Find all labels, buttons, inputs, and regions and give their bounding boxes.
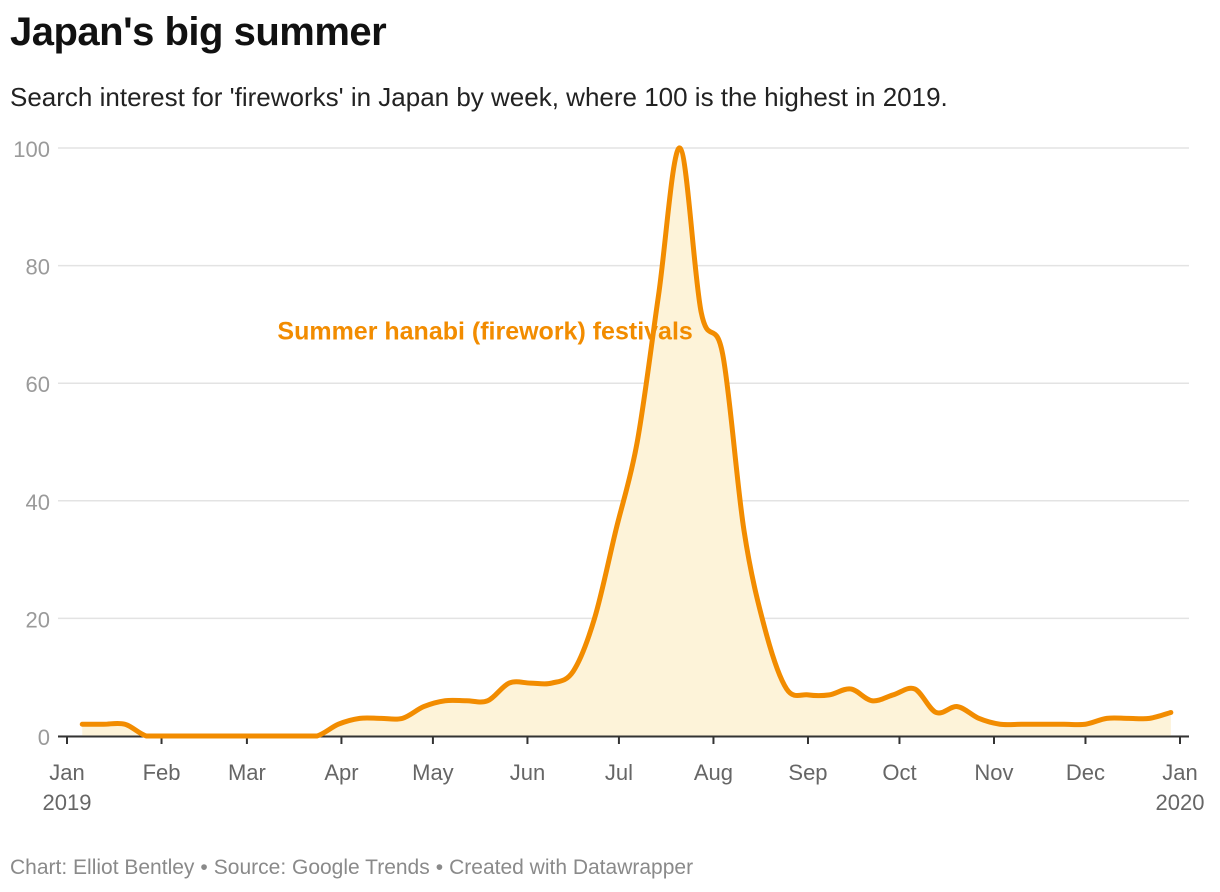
x-tick-label: Jul — [605, 760, 633, 785]
x-tick-year-label: 2019 — [43, 790, 92, 815]
x-tick-year-label: 2020 — [1156, 790, 1205, 815]
x-tick-label: Mar — [228, 760, 266, 785]
x-tick-label: Jun — [510, 760, 545, 785]
x-tick-label: Oct — [882, 760, 916, 785]
x-axis: Jan 2019 Feb Mar Apr May Jun Jul Aug Sep Oct Nov Dec… — [43, 735, 1205, 815]
series-line-fireworks — [79, 145, 1174, 739]
chart-title: Japan's big summer — [10, 10, 387, 54]
x-tick-label: May — [412, 760, 454, 785]
chart-subtitle: Search interest for 'fireworks' in Japan… — [10, 82, 948, 112]
annotation-label: Summer hanabi (firework) festivals — [277, 317, 692, 345]
footer-created-with: Created with Datawrapper — [449, 856, 694, 879]
y-tick-label: 0 — [38, 725, 50, 750]
y-tick-label: 20 — [26, 607, 50, 632]
footer-credit: Chart: Elliot Bentley — [10, 856, 195, 879]
x-tick-label: Dec — [1066, 760, 1105, 785]
series-area-fireworks — [82, 147, 1171, 737]
x-tick-label: Jan — [1162, 760, 1197, 785]
footer-source: Source: Google Trends — [213, 856, 430, 879]
x-tick-label: Jan — [49, 760, 84, 785]
x-tick-label: Feb — [143, 760, 181, 785]
area-layer — [82, 147, 1171, 737]
footer-separator: • — [200, 856, 208, 879]
y-tick-label: 40 — [26, 490, 50, 515]
y-tick-label: 80 — [26, 255, 50, 280]
line-layer — [79, 145, 1174, 739]
x-tick-label: Aug — [694, 760, 733, 785]
footer-separator: • — [435, 856, 444, 879]
y-axis: 0 20 40 60 80 100 — [13, 137, 50, 750]
chart-footer: Chart: Elliot Bentley • Source: Google Tre… — [10, 856, 693, 880]
x-tick-label: Nov — [974, 760, 1013, 785]
y-tick-label: 60 — [26, 372, 50, 397]
annotation-layer: Summer hanabi (firework) festivals — [277, 317, 692, 345]
y-tick-label: 100 — [13, 137, 50, 162]
x-tick-label: Sep — [788, 760, 827, 785]
x-tick-label: Apr — [324, 760, 358, 785]
